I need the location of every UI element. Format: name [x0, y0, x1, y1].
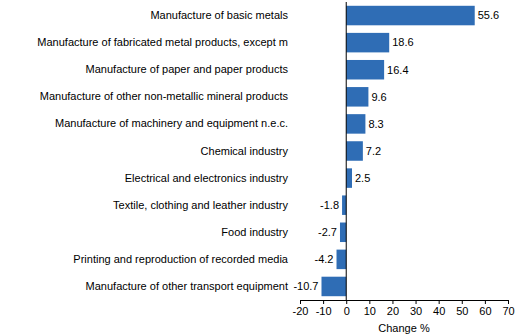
data-label: -1.8 — [320, 199, 339, 211]
bar — [346, 60, 384, 80]
category-label: Manufacture of basic metals — [150, 9, 288, 21]
bar — [346, 114, 365, 134]
bar — [321, 277, 346, 297]
y-tick: Manufacture of machinery and equipment n… — [55, 117, 288, 129]
x-tick-label: 20 — [387, 305, 399, 317]
bar — [346, 33, 389, 53]
x-tick-mark — [392, 300, 393, 304]
bar — [342, 195, 346, 215]
bar — [346, 168, 352, 188]
data-labels: 55.6 18.6 16.4 9.6 8.3 7.2 2.5 -1.8 -2.7 -4.2 -10.… — [293, 9, 499, 292]
x-tick-mark — [369, 300, 370, 304]
x-tick: 40 — [433, 300, 445, 317]
y-tick: Printing and reproduction of recorded me… — [73, 253, 289, 265]
x-tick: 10 — [364, 300, 376, 317]
x-tick-label: -20 — [293, 305, 309, 317]
data-label: 16.4 — [387, 64, 408, 76]
chart: -20 -10 0 10 20 30 40 50 60 70 Manufacture of basi… — [0, 0, 517, 336]
x-tick-label: 10 — [364, 305, 376, 317]
data-label: 18.6 — [392, 36, 413, 48]
x-tick: -10 — [316, 300, 332, 317]
data-label: 2.5 — [355, 172, 370, 184]
y-tick: Electrical and electronics industry — [125, 172, 289, 184]
x-tick: 0 — [344, 300, 350, 317]
x-tick-label: 30 — [410, 305, 422, 317]
data-label: -10.7 — [293, 280, 318, 292]
x-tick-label: 70 — [502, 305, 514, 317]
category-label: Textile, clothing and leather industry — [113, 199, 288, 211]
y-tick: Chemical industry — [201, 145, 289, 157]
zero-line — [346, 2, 347, 300]
x-tick: 50 — [456, 300, 468, 317]
x-axis: -20 -10 0 10 20 30 40 50 60 70 — [293, 300, 515, 317]
category-label: Food industry — [221, 226, 288, 238]
x-tick: 60 — [479, 300, 491, 317]
bar — [340, 223, 346, 243]
bar — [337, 250, 347, 270]
bar — [346, 87, 368, 107]
y-tick: Manufacture of paper and paper products — [86, 63, 289, 75]
x-tick-label: -10 — [316, 305, 332, 317]
x-tick-mark — [416, 300, 417, 304]
category-label: Chemical industry — [201, 145, 289, 157]
y-tick: Manufacture of fabricated metal products… — [37, 36, 288, 48]
data-label: -2.7 — [318, 226, 337, 238]
y-tick: Food industry — [221, 226, 288, 238]
y-axis: Manufacture of basic metals Manufacture o… — [37, 9, 289, 292]
x-tick: 30 — [410, 300, 422, 317]
category-label: Electrical and electronics industry — [125, 172, 289, 184]
x-tick-label: 0 — [344, 305, 350, 317]
data-label: -4.2 — [315, 253, 334, 265]
x-tick-label: 60 — [479, 305, 491, 317]
x-axis-title: Change % — [378, 322, 430, 334]
bar — [346, 141, 363, 161]
data-label: 9.6 — [371, 91, 386, 103]
x-tick-mark — [300, 300, 301, 304]
x-tick-mark — [462, 300, 463, 304]
category-label: Manufacture of other non-metallic minera… — [40, 90, 289, 102]
y-tick: Manufacture of basic metals — [150, 9, 288, 21]
category-label: Printing and reproduction of recorded me… — [73, 253, 289, 265]
category-label: Manufacture of paper and paper products — [86, 63, 289, 75]
x-axis-line — [301, 301, 509, 305]
x-tick: 20 — [387, 300, 399, 317]
x-tick-mark — [323, 300, 324, 304]
x-tick-mark — [346, 300, 347, 304]
category-label: Manufacture of other transport equipment — [86, 280, 288, 292]
x-tick: 70 — [502, 300, 514, 317]
bar — [346, 6, 474, 26]
x-tick-mark — [508, 300, 509, 304]
data-label: 7.2 — [366, 145, 381, 157]
y-tick: Textile, clothing and leather industry — [113, 199, 288, 211]
y-tick: Manufacture of other transport equipment — [86, 280, 288, 292]
category-label: Manufacture of machinery and equipment n… — [55, 117, 288, 129]
category-label: Manufacture of fabricated metal products… — [37, 36, 288, 48]
bars — [321, 6, 474, 296]
x-tick-mark — [485, 300, 486, 304]
data-label: 55.6 — [478, 9, 499, 21]
x-tick: -20 — [293, 300, 309, 317]
data-label: 8.3 — [368, 118, 383, 130]
x-tick-label: 50 — [456, 305, 468, 317]
x-tick-label: 40 — [433, 305, 445, 317]
y-tick: Manufacture of other non-metallic minera… — [40, 90, 289, 102]
x-tick-mark — [439, 300, 440, 304]
